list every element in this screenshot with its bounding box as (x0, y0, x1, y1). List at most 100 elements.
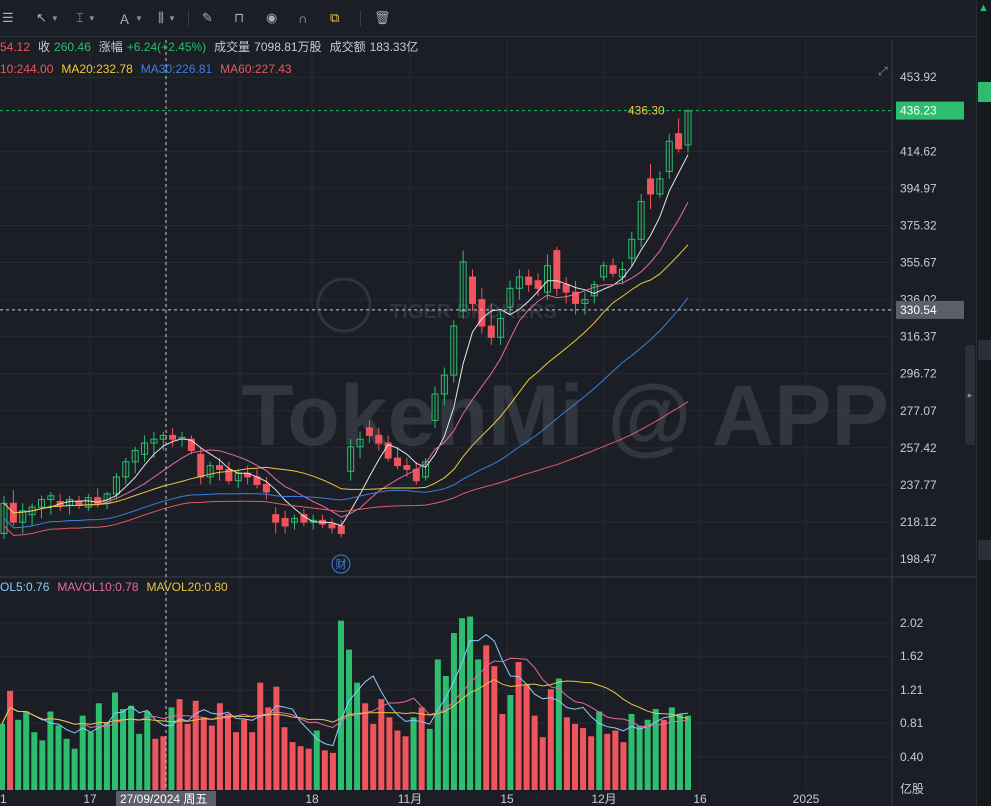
volume-bar (184, 723, 191, 790)
volume-bar (39, 740, 46, 790)
pen-button[interactable]: ✎ (202, 8, 213, 28)
candle-down (675, 133, 683, 150)
change-value: +6.24(+2.45%) (126, 40, 207, 54)
candle-up (84, 497, 92, 508)
volume-bar (297, 746, 304, 790)
candle-down (394, 457, 402, 467)
candle-down (272, 514, 280, 523)
volume-bar (152, 738, 159, 790)
side-panel-strip[interactable]: ▲ (976, 0, 991, 806)
quote-info-bar: 54.12 收 260.46 涨幅 +6.24(+2.45%) 成交量 7098.81万股成… (0, 38, 426, 58)
candle-up (347, 446, 355, 472)
volume-bar (418, 707, 425, 790)
mavol20-line (1, 679, 689, 725)
volume-bar (652, 709, 659, 790)
candle-up (497, 318, 505, 338)
indicator-tool-button[interactable]: ⫼ ▼ (158, 8, 176, 28)
crosshair-date-tag-bg (116, 791, 216, 806)
side-panel-tab[interactable] (978, 340, 991, 360)
text-tool-button[interactable]: ⌶ ▼ (76, 8, 96, 28)
volume-unit-label: 亿股 (900, 781, 924, 796)
volume-bar (200, 717, 207, 790)
volume-bar (233, 732, 240, 790)
layers-button[interactable]: ⧉ (330, 8, 339, 28)
volume-bar (63, 738, 70, 790)
trash-icon: 🗑 (374, 10, 391, 25)
volume-bar (144, 711, 151, 790)
crosshair-price-tag-bg (896, 300, 964, 319)
volume-bar (136, 733, 143, 790)
candle-up (515, 276, 523, 289)
price-axis-label: 355.67 (900, 256, 937, 270)
date-axis-label: 18 (305, 792, 319, 806)
volume-bar (596, 711, 603, 790)
date-axis-label: 12月 (591, 792, 616, 806)
candle-down (572, 291, 580, 304)
candle-up (122, 461, 130, 478)
volume-bar (321, 750, 328, 790)
unlock-icon: ⊓ (234, 10, 245, 25)
candle-up (637, 201, 645, 240)
volume-bar (7, 690, 14, 790)
volume-bar (281, 727, 288, 790)
close-label: 收 (38, 40, 51, 54)
list-menu-button[interactable]: ☰ (2, 8, 14, 28)
eye-button[interactable]: ◉ (266, 8, 277, 28)
price-axis-label: 257.42 (900, 441, 937, 455)
volume-bar (362, 703, 369, 790)
trash-button[interactable]: 🗑 (374, 8, 391, 28)
volume-bar (168, 707, 175, 790)
volume-bar (547, 689, 554, 790)
price-axis-label: 277.07 (900, 404, 937, 418)
price-axis-label: 296.72 (900, 367, 937, 381)
magnet-button[interactable]: ∩ (298, 8, 307, 28)
dropdown-caret-icon: ▼ (50, 13, 59, 23)
volume-bar (563, 717, 570, 790)
ma30-line (3, 297, 689, 529)
mavol10-legend: MAVOL10:0.78 (57, 580, 139, 594)
volume-bar (289, 742, 296, 790)
mavol5-line (1, 633, 689, 747)
crosshair-price-tag: 330.54 (900, 303, 937, 317)
volume-bar (555, 678, 562, 790)
side-panel-tab-2[interactable] (978, 540, 991, 560)
volume-bar (224, 714, 231, 790)
candle-down (562, 284, 570, 293)
change-label: 涨幅 (98, 40, 123, 54)
ma10-legend: 10:244.00 (0, 62, 54, 76)
event-marker-icon (331, 554, 351, 574)
candle-down (553, 250, 561, 289)
volume-axis-label: 2.02 (900, 616, 924, 630)
candle-down (75, 500, 83, 506)
ma60-legend: MA60:227.43 (220, 62, 292, 76)
cursor-tool-button[interactable]: ↖ ▼ (36, 8, 59, 28)
mavol20-legend: MAVOL20:0.80 (146, 580, 228, 594)
candle-up (131, 450, 139, 463)
volume-bar (273, 686, 280, 790)
label-tool-button[interactable]: Ａ ▼ (118, 8, 143, 28)
collapse-panel-handle[interactable]: ▸ (965, 345, 975, 445)
price-axis-label: 375.32 (900, 218, 937, 232)
eye-icon: ◉ (266, 10, 278, 25)
date-axis-label: 17 (83, 792, 97, 806)
candle-down (375, 434, 383, 444)
volume-bar (346, 649, 353, 790)
volume-bar (160, 736, 167, 790)
price-axis-label: 316.37 (900, 330, 937, 344)
volume-axis-label: 1.62 (900, 649, 924, 663)
candle-up (459, 261, 467, 312)
ma10-line (3, 202, 689, 518)
side-panel-green-tab[interactable] (978, 82, 991, 102)
volume-bar (329, 752, 336, 790)
volume-bar (450, 633, 457, 790)
ma5-line (3, 154, 689, 527)
unlock-button[interactable]: ⊓ (234, 8, 244, 28)
open-fragment: 54.12 (0, 40, 31, 54)
candle-up (431, 393, 439, 421)
label-tool-icon: Ａ (118, 11, 132, 27)
list-menu-icon: ☰ (2, 10, 14, 25)
expand-icon[interactable]: ⤢ (878, 64, 888, 78)
candle-down (478, 299, 486, 327)
volume-label: 成交量 (214, 40, 251, 54)
